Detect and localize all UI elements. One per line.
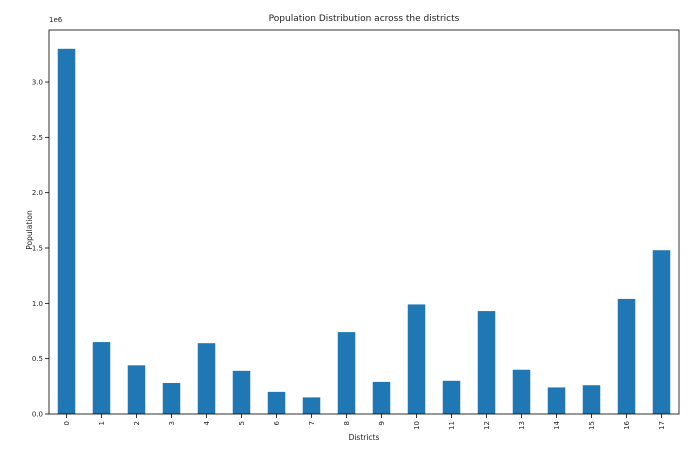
x-tick-label: 2 — [133, 421, 141, 425]
bar-2 — [127, 365, 146, 414]
x-tick-label: 17 — [658, 421, 666, 430]
x-tick-label: 12 — [483, 421, 491, 430]
x-axis-ticks: 0 1 2 3 4 5 6 7 8 9 10 11 12 13 14 15 16 17 — [63, 414, 666, 430]
bar-14 — [547, 387, 566, 414]
bar-4 — [197, 343, 216, 414]
bar-13 — [512, 369, 531, 414]
x-tick-label: 7 — [308, 421, 316, 425]
bar-8 — [337, 332, 356, 414]
x-tick-label: 0 — [63, 421, 71, 425]
bar-9 — [372, 381, 391, 414]
axes-frame — [48, 29, 680, 415]
y-axis-label: Population — [25, 210, 34, 250]
x-tick-label: 4 — [203, 420, 211, 425]
bar-1 — [92, 342, 111, 414]
x-tick-label: 11 — [448, 421, 456, 430]
bar-5 — [232, 370, 251, 414]
chart-title: Population Distribution across the distr… — [269, 14, 460, 24]
y-tick-label: 2.5 — [32, 134, 43, 142]
plot-frame — [48, 29, 680, 415]
y-tick-label: 1.5 — [32, 245, 43, 253]
x-tick-label: 6 — [273, 420, 281, 425]
x-tick-label: 9 — [378, 421, 386, 425]
y-tick-label: 0.5 — [32, 355, 43, 363]
bar-7 — [302, 397, 321, 414]
x-tick-label: 10 — [413, 421, 421, 430]
bar-12 — [477, 311, 496, 414]
bar-16 — [617, 298, 636, 414]
x-axis-label: Districts — [349, 433, 380, 442]
y-tick-label: 2.0 — [32, 189, 43, 197]
bar-17 — [652, 250, 671, 414]
x-tick-label: 5 — [238, 421, 246, 425]
bar-15 — [582, 385, 601, 414]
x-tick-label: 3 — [168, 421, 176, 425]
y-tick-label: 0.0 — [32, 411, 43, 419]
y-axis-ticks: 0.0 0.5 1.0 1.5 2.0 2.5 3.0 — [32, 79, 49, 419]
y-axis-offset-label: 1e6 — [49, 16, 63, 24]
y-tick-label: 1.0 — [32, 300, 43, 308]
x-tick-label: 15 — [588, 421, 596, 430]
x-tick-label: 14 — [553, 420, 561, 429]
bar-6 — [267, 391, 286, 414]
x-tick-label: 16 — [623, 420, 631, 429]
x-tick-label: 1 — [98, 421, 106, 425]
bar-10 — [407, 304, 426, 414]
bar-0 — [57, 48, 76, 415]
bar-11 — [442, 380, 461, 414]
x-tick-label: 8 — [343, 421, 351, 425]
y-tick-label: 3.0 — [32, 79, 43, 87]
x-tick-label: 13 — [518, 421, 526, 430]
bars-layer — [57, 48, 671, 415]
bar-3 — [162, 383, 181, 414]
